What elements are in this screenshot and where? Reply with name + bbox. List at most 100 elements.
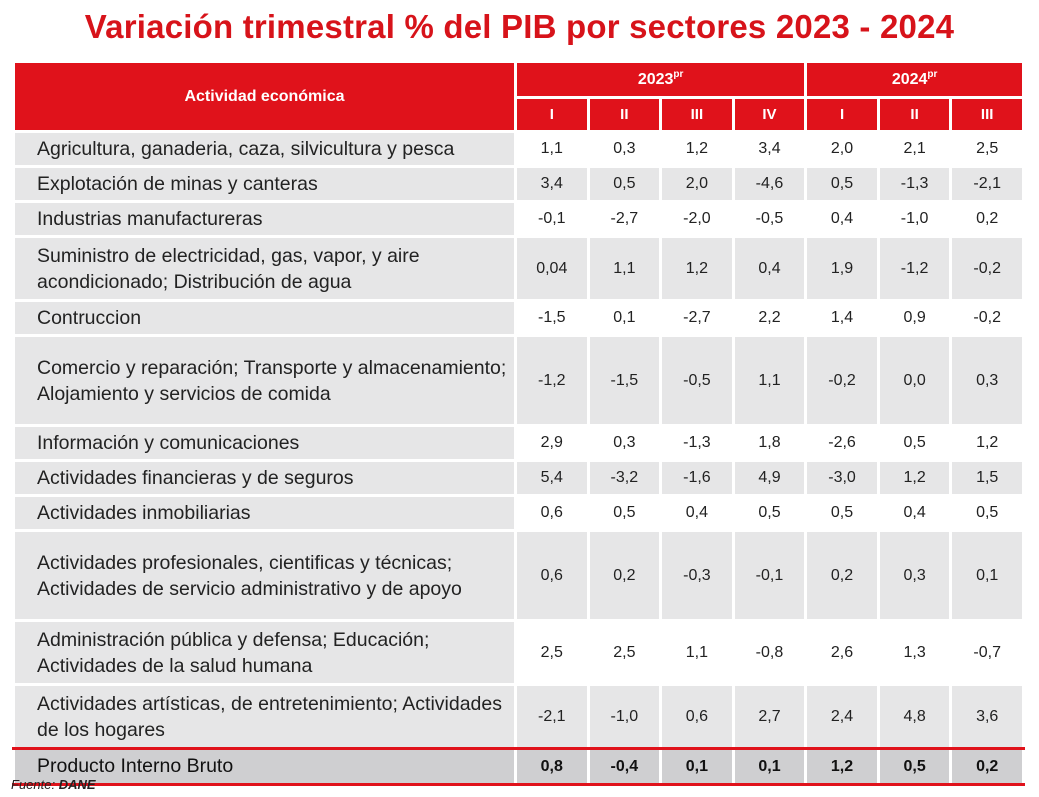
value-cell: 0,6 xyxy=(662,686,732,747)
row-label: Administración pública y defensa; Educac… xyxy=(15,622,514,683)
value-cell: 0,4 xyxy=(734,238,805,299)
value-cell: -2,1 xyxy=(517,686,587,747)
header-activity: Actividad económica xyxy=(15,63,514,130)
value-cell: 0,4 xyxy=(807,203,877,235)
row-label: Suministro de electricidad, gas, vapor, … xyxy=(15,238,514,299)
row-label: Actividades inmobiliarias xyxy=(15,497,514,529)
value-cell: 2,5 xyxy=(517,622,587,683)
value-cell: 0,5 xyxy=(952,497,1022,529)
value-cell: 0,3 xyxy=(952,337,1022,424)
value-cell: -2,6 xyxy=(807,427,877,459)
value-cell: 2,0 xyxy=(662,168,732,200)
value-cell: 2,5 xyxy=(589,622,660,683)
total-value-cell: 0,1 xyxy=(662,750,732,783)
value-cell: -1,6 xyxy=(662,462,732,494)
value-cell: 0,5 xyxy=(807,168,877,200)
header-quarter: IV xyxy=(734,99,805,130)
value-cell: 0,3 xyxy=(589,427,660,459)
value-cell: 0,2 xyxy=(952,203,1022,235)
table-body: Agricultura, ganaderia, caza, silvicultu… xyxy=(15,133,1022,747)
value-cell: 0,5 xyxy=(589,168,660,200)
value-cell: 0,4 xyxy=(662,497,732,529)
gdp-table: Actividad económica 2023pr 2024pr I II I… xyxy=(12,60,1025,786)
value-cell: 5,4 xyxy=(517,462,587,494)
header-quarter: I xyxy=(517,99,587,130)
value-cell: 0,6 xyxy=(517,497,587,529)
value-cell: -0,2 xyxy=(952,302,1022,334)
value-cell: 1,1 xyxy=(589,238,660,299)
value-cell: -0,2 xyxy=(807,337,877,424)
value-cell: 1,1 xyxy=(662,622,732,683)
value-cell: 3,4 xyxy=(734,133,805,165)
row-label: Actividades profesionales, cientificas y… xyxy=(15,532,514,619)
value-cell: 0,3 xyxy=(879,532,950,619)
value-cell: -0,8 xyxy=(734,622,805,683)
value-cell: -3,0 xyxy=(807,462,877,494)
value-cell: 0,3 xyxy=(589,133,660,165)
value-cell: 0,04 xyxy=(517,238,587,299)
value-cell: -1,5 xyxy=(517,302,587,334)
table-row: Información y comunicaciones 2,9 0,3 -1,3 1,… xyxy=(15,427,1022,459)
value-cell: -1,2 xyxy=(879,238,950,299)
value-cell: 0,5 xyxy=(879,427,950,459)
total-label: Producto Interno Bruto xyxy=(15,750,514,783)
value-cell: -0,5 xyxy=(734,203,805,235)
value-cell: 2,5 xyxy=(952,133,1022,165)
value-cell: 0,5 xyxy=(807,497,877,529)
header-quarter: III xyxy=(952,99,1022,130)
header-year-2023: 2023pr xyxy=(517,63,805,96)
value-cell: 2,6 xyxy=(807,622,877,683)
table-row: Comercio y reparación; Transporte y alma… xyxy=(15,337,1022,424)
total-row: Producto Interno Bruto 0,8 -0,4 0,1 0,1 1,2 0,… xyxy=(15,750,1022,783)
value-cell: 2,2 xyxy=(734,302,805,334)
table-row: Industrias manufactureras -0,1 -2,7 -2,0 -0,… xyxy=(15,203,1022,235)
value-cell: 0,4 xyxy=(879,497,950,529)
value-cell: 4,9 xyxy=(734,462,805,494)
value-cell: -0,2 xyxy=(952,238,1022,299)
row-label: Contruccion xyxy=(15,302,514,334)
chart-title: Variación trimestral % del PIB por secto… xyxy=(84,8,955,45)
table-row: Actividades financieras y de seguros 5,4-… xyxy=(15,462,1022,494)
value-cell: 1,2 xyxy=(662,133,732,165)
header-quarter: III xyxy=(662,99,732,130)
year-label: 2023 xyxy=(637,70,674,88)
source-note: Fuente: DANE xyxy=(11,777,96,792)
year-suffix: pr xyxy=(673,68,684,80)
value-cell: 1,1 xyxy=(734,337,805,424)
value-cell: 3,6 xyxy=(952,686,1022,747)
table-row: Agricultura, ganaderia, caza, silvicultu… xyxy=(15,133,1022,165)
value-cell: 0,2 xyxy=(589,532,660,619)
value-cell: 1,4 xyxy=(807,302,877,334)
value-cell: -1,0 xyxy=(589,686,660,747)
value-cell: -0,5 xyxy=(662,337,732,424)
value-cell: -0,3 xyxy=(662,532,732,619)
value-cell: 0,5 xyxy=(734,497,805,529)
value-cell: 2,4 xyxy=(807,686,877,747)
value-cell: 0,6 xyxy=(517,532,587,619)
row-label: Información y comunicaciones xyxy=(15,427,514,459)
table-row: Actividades inmobiliarias 0,6 0,5 0,4 0,5 0,5… xyxy=(15,497,1022,529)
value-cell: 4,8 xyxy=(879,686,950,747)
value-cell: 1,3 xyxy=(879,622,950,683)
table-row: Actividades profesionales, cientificas y… xyxy=(15,532,1022,619)
value-cell: -1,2 xyxy=(517,337,587,424)
value-cell: -0,7 xyxy=(952,622,1022,683)
value-cell: 0,1 xyxy=(589,302,660,334)
value-cell: -0,1 xyxy=(734,532,805,619)
total-top-rule xyxy=(12,747,1025,750)
total-value-cell: 0,2 xyxy=(952,750,1022,783)
row-label: Actividades artísticas, de entretenimien… xyxy=(15,686,514,747)
value-cell: -2,7 xyxy=(589,203,660,235)
row-label: Explotación de minas y canteras xyxy=(15,168,514,200)
total-value-cell: 0,1 xyxy=(734,750,805,783)
value-cell: 0,2 xyxy=(807,532,877,619)
value-cell: 3,4 xyxy=(517,168,587,200)
year-suffix: pr xyxy=(927,68,938,80)
row-label: Agricultura, ganaderia, caza, silvicultu… xyxy=(15,133,514,165)
value-cell: 1,2 xyxy=(662,238,732,299)
value-cell: -2,7 xyxy=(662,302,732,334)
table-row: Contruccion -1,5 0,1 -2,7 2,2 1,4 0,9 -0,2 xyxy=(15,302,1022,334)
value-cell: -1,3 xyxy=(662,427,732,459)
value-cell: 1,2 xyxy=(879,462,950,494)
source-value: DANE xyxy=(58,777,96,792)
